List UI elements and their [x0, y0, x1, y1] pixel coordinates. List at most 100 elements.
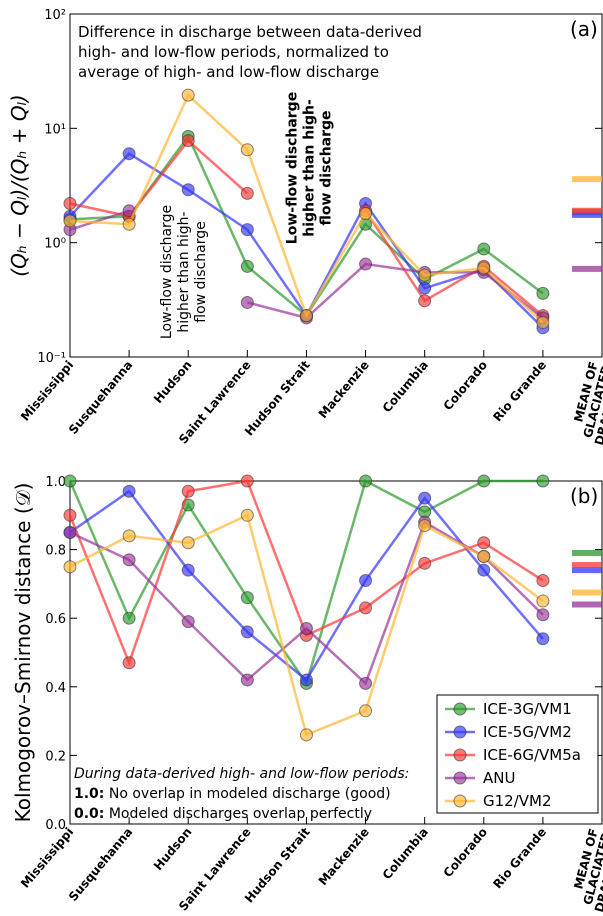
point: [536, 573, 550, 587]
annotation: flow discharge: [193, 221, 209, 323]
point: [359, 601, 373, 615]
x-tick-label: Columbia: [380, 358, 431, 415]
x-tick-label: Hudson Strait: [242, 358, 313, 439]
point: [181, 536, 195, 550]
point: [418, 268, 432, 282]
point: [63, 197, 77, 211]
point: [181, 563, 195, 577]
point: [536, 632, 550, 646]
point: [418, 491, 432, 505]
point: [418, 519, 432, 533]
note-line: Difference in discharge between data-der…: [78, 23, 422, 41]
point: [418, 294, 432, 308]
point: [299, 728, 313, 742]
point: [63, 474, 77, 488]
legend-label: G12/VM2: [483, 792, 552, 810]
x-tick-label: Colorado: [441, 358, 490, 413]
point: [122, 484, 136, 498]
point: [477, 242, 491, 256]
y-tick-label: 10⁰: [44, 237, 66, 252]
note-line: high- and low-flow periods, normalized t…: [78, 43, 389, 61]
x-tick-label: Mackenzie: [316, 358, 372, 421]
legend-marker: [453, 771, 467, 785]
panel-label: (a): [570, 17, 598, 41]
y-tick-label: 10²: [44, 8, 66, 23]
y-tick-label: 0.4: [45, 681, 66, 696]
legend-marker: [453, 794, 467, 808]
point: [536, 594, 550, 608]
x-tick-label: Mississippi: [18, 825, 76, 891]
point: [240, 295, 254, 309]
point: [181, 484, 195, 498]
legend-label: ICE-6G/VM5a: [483, 746, 581, 764]
x-tick-label: Susquehanna: [66, 358, 135, 437]
point: [181, 88, 195, 102]
annotation: Low-flow discharge: [159, 205, 175, 339]
point: [181, 615, 195, 629]
point: [477, 549, 491, 563]
point: [63, 560, 77, 574]
point: [477, 536, 491, 550]
point: [181, 134, 195, 148]
point: [240, 591, 254, 605]
y-axis-label: (Qₕ − Qₗ)/(Qₕ + Qₗ): [7, 94, 31, 276]
point: [240, 223, 254, 237]
legend-label: ICE-3G/VM1: [483, 700, 572, 718]
legend-marker: [453, 725, 467, 739]
x-tick-label: Hudson Strait: [242, 825, 313, 906]
y-tick-label: 0.8: [45, 544, 66, 559]
point: [122, 147, 136, 161]
point: [477, 261, 491, 275]
y-tick-label: 0.0: [45, 818, 66, 833]
x-tick-label: Rio Grande: [490, 358, 549, 424]
point: [63, 525, 77, 539]
plot-frame: [69, 13, 603, 358]
note-title: During data-derived high- and low-flow p…: [74, 766, 409, 782]
annotation: higher than high-: [301, 99, 317, 237]
x-tick-label: Mackenzie: [316, 825, 372, 888]
y-tick-label: 0.6: [45, 612, 66, 627]
y-tick-label: 0.2: [45, 749, 66, 764]
point: [359, 676, 373, 690]
point: [477, 474, 491, 488]
x-tick-label: Hudson: [151, 358, 195, 406]
y-axis-label: Kolmogorov–Smirnov distance (𝒟): [11, 483, 35, 823]
note-text: Modeled discharges overlap perfectly: [104, 806, 372, 822]
x-tick-label: MEAN OFGLACIATEDDRAINAGES: [567, 827, 603, 914]
x-tick-label: Columbia: [380, 825, 431, 882]
annotation: higher than high-: [176, 211, 192, 332]
point: [536, 608, 550, 622]
note-item: 1.0: No overlap in modeled discharge (go…: [74, 786, 391, 802]
annotation: flow discharge: [318, 110, 334, 225]
point: [299, 309, 313, 323]
x-tick-label: Rio Grande: [490, 825, 549, 891]
point: [122, 611, 136, 625]
y-tick-label: 10¹: [44, 122, 66, 137]
point: [359, 257, 373, 271]
point: [63, 508, 77, 522]
panel-label: (b): [570, 484, 598, 508]
series-line: [68, 479, 543, 687]
point: [240, 143, 254, 157]
x-tick-label: Mississippi: [18, 358, 76, 424]
point: [418, 281, 432, 295]
legend-marker: [453, 702, 467, 716]
point: [359, 474, 373, 488]
note-text: No overlap in modeled discharge (good): [104, 786, 390, 802]
point: [359, 704, 373, 718]
point: [299, 673, 313, 687]
plot-frame: [69, 480, 603, 825]
point: [122, 553, 136, 567]
y-tick-label: 1.0: [45, 475, 66, 490]
point: [477, 563, 491, 577]
series-line: [69, 138, 544, 317]
point: [240, 186, 254, 200]
point: [63, 214, 77, 228]
series-line: [69, 489, 544, 682]
point: [359, 206, 373, 220]
x-tick-label: Hudson: [151, 825, 195, 873]
x-tick-label: Susquehanna: [66, 825, 135, 904]
annotation: Low-flow discharge: [284, 92, 300, 244]
point: [418, 556, 432, 570]
point: [240, 673, 254, 687]
